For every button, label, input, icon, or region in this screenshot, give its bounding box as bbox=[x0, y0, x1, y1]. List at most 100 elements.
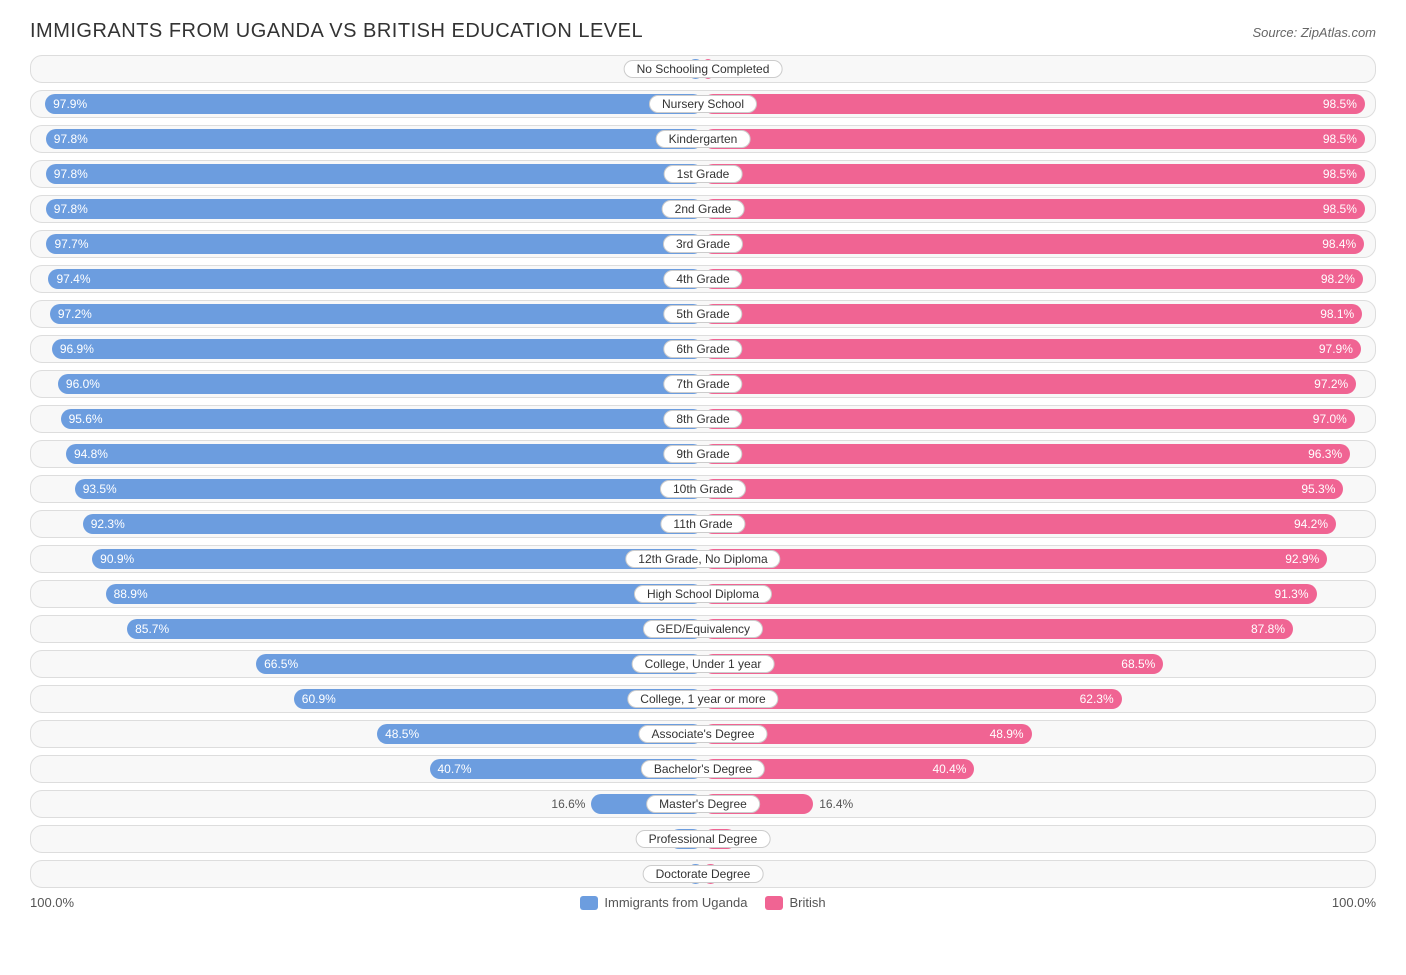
category-label: College, Under 1 year bbox=[632, 655, 775, 673]
category-label: College, 1 year or more bbox=[627, 690, 778, 708]
bar-row: 97.8% 98.5% 1st Grade bbox=[30, 160, 1376, 188]
bar-row: 97.8% 98.5%2nd Grade bbox=[30, 195, 1376, 223]
bar-left: 94.8% bbox=[66, 444, 703, 464]
bar-right-value: 95.3% bbox=[1293, 482, 1343, 496]
bar-right-value: 98.5% bbox=[1315, 167, 1365, 181]
bar-right: 95.3% bbox=[703, 479, 1343, 499]
bar-right: 98.5% bbox=[703, 164, 1365, 184]
bar-right: 98.2% bbox=[703, 269, 1363, 289]
category-label: Kindergarten bbox=[656, 130, 751, 148]
bar-right: 97.0% bbox=[703, 409, 1355, 429]
bar-row: 48.5%48.9%Associate's Degree bbox=[30, 720, 1376, 748]
bar-right-value: 98.5% bbox=[1315, 97, 1365, 111]
bar-row: 40.7%40.4%Bachelor's Degree bbox=[30, 755, 1376, 783]
chart-footer: 100.0% Immigrants from Uganda British 10… bbox=[30, 895, 1376, 910]
bar-left: 97.7% bbox=[46, 234, 703, 254]
bar-right-value: 48.9% bbox=[982, 727, 1032, 741]
chart-header: IMMIGRANTS FROM UGANDA VS BRITISH EDUCAT… bbox=[30, 20, 1376, 43]
bar-left: 92.3% bbox=[83, 514, 703, 534]
bar-right: 98.1% bbox=[703, 304, 1362, 324]
legend-label-left: Immigrants from Uganda bbox=[604, 895, 747, 910]
bar-right: 98.4% bbox=[703, 234, 1364, 254]
bar-right: 94.2% bbox=[703, 514, 1336, 534]
bar-left: 96.9% bbox=[52, 339, 703, 359]
bar-left-value: 60.9% bbox=[294, 692, 344, 706]
bar-row: 16.6%16.4%Master's Degree bbox=[30, 790, 1376, 818]
bar-left: 96.0% bbox=[58, 374, 703, 394]
bar-right: 98.5% bbox=[703, 199, 1365, 219]
bar-right-value: 92.9% bbox=[1277, 552, 1327, 566]
bar-row: 92.3% 94.2% 11th Grade bbox=[30, 510, 1376, 538]
bar-right-value: 40.4% bbox=[924, 762, 974, 776]
bar-row: 97.8% 98.5% Kindergarten bbox=[30, 125, 1376, 153]
category-label: 2nd Grade bbox=[662, 200, 745, 218]
axis-left-max: 100.0% bbox=[30, 895, 74, 910]
category-label: 5th Grade bbox=[663, 305, 742, 323]
bar-row: 97.2% 98.1% 5th Grade bbox=[30, 300, 1376, 328]
category-label: Bachelor's Degree bbox=[641, 760, 765, 778]
bar-right: 96.3% bbox=[703, 444, 1350, 464]
bar-row: 96.9% 97.9% 6th Grade bbox=[30, 335, 1376, 363]
bar-left: 85.7% bbox=[127, 619, 703, 639]
bar-left-value: 88.9% bbox=[106, 587, 156, 601]
bar-right-value: 97.9% bbox=[1311, 342, 1361, 356]
bar-right-value: 97.2% bbox=[1306, 377, 1356, 391]
bar-row: 60.9% 62.3% College, 1 year or more bbox=[30, 685, 1376, 713]
category-label: No Schooling Completed bbox=[624, 60, 783, 78]
bar-right-value: 96.3% bbox=[1300, 447, 1350, 461]
bar-left-value: 96.0% bbox=[58, 377, 108, 391]
category-label: 7th Grade bbox=[663, 375, 742, 393]
bar-left-value: 66.5% bbox=[256, 657, 306, 671]
bar-row: 97.7%98.4%3rd Grade bbox=[30, 230, 1376, 258]
bar-right: 92.9% bbox=[703, 549, 1327, 569]
category-label: 9th Grade bbox=[663, 445, 742, 463]
bar-right-value: 98.1% bbox=[1312, 307, 1362, 321]
category-label: Associate's Degree bbox=[638, 725, 767, 743]
bar-right-value: 62.3% bbox=[1072, 692, 1122, 706]
bar-right: 91.3% bbox=[703, 584, 1317, 604]
bar-right-value: 97.0% bbox=[1305, 412, 1355, 426]
bar-right-value: 98.5% bbox=[1315, 132, 1365, 146]
bar-row: 2.3%1.5%No Schooling Completed bbox=[30, 55, 1376, 83]
bar-left-value: 97.8% bbox=[46, 202, 96, 216]
legend-swatch-left bbox=[580, 896, 598, 910]
category-label: 11th Grade bbox=[660, 515, 745, 533]
bar-left: 97.8% bbox=[46, 199, 703, 219]
category-label: 6th Grade bbox=[663, 340, 742, 358]
category-label: 1st Grade bbox=[664, 165, 743, 183]
category-label: High School Diploma bbox=[634, 585, 772, 603]
bar-right: 97.2% bbox=[703, 374, 1356, 394]
bar-left-value: 93.5% bbox=[75, 482, 125, 496]
diverging-bar-chart: 2.3%1.5%No Schooling Completed97.9%98.5%… bbox=[30, 55, 1376, 888]
bar-left-value: 97.7% bbox=[46, 237, 96, 251]
bar-left-value: 90.9% bbox=[92, 552, 142, 566]
bar-right-value: 98.2% bbox=[1313, 272, 1363, 286]
bar-left-value: 97.8% bbox=[46, 132, 96, 146]
bar-left: 97.8% bbox=[46, 129, 703, 149]
bar-right: 98.5% bbox=[703, 129, 1365, 149]
bar-left-value: 97.8% bbox=[46, 167, 96, 181]
bar-left-value: 94.8% bbox=[66, 447, 116, 461]
bar-right-value: 98.4% bbox=[1314, 237, 1364, 251]
category-label: 12th Grade, No Diploma bbox=[625, 550, 780, 568]
bar-left: 90.9% bbox=[92, 549, 703, 569]
bar-row: 96.0% 97.2% 7th Grade bbox=[30, 370, 1376, 398]
bar-row: 93.5%95.3%10th Grade bbox=[30, 475, 1376, 503]
bar-row: 97.9%98.5%Nursery School bbox=[30, 90, 1376, 118]
bar-right-value: 94.2% bbox=[1286, 517, 1336, 531]
bar-left: 95.6% bbox=[61, 409, 703, 429]
bar-left-value: 85.7% bbox=[127, 622, 177, 636]
bar-left-value: 97.2% bbox=[50, 307, 100, 321]
bar-left: 93.5% bbox=[75, 479, 703, 499]
bar-left-value: 92.3% bbox=[83, 517, 133, 531]
category-label: 4th Grade bbox=[663, 270, 742, 288]
category-label: Master's Degree bbox=[646, 795, 760, 813]
legend-item-right: British bbox=[765, 895, 825, 910]
category-label: GED/Equivalency bbox=[643, 620, 763, 638]
chart-title: IMMIGRANTS FROM UGANDA VS BRITISH EDUCAT… bbox=[30, 20, 643, 43]
bar-row: 5.0%5.0%Professional Degree bbox=[30, 825, 1376, 853]
axis-right-max: 100.0% bbox=[1332, 895, 1376, 910]
bar-right: 87.8% bbox=[703, 619, 1293, 639]
bar-row: 95.6%97.0%8th Grade bbox=[30, 405, 1376, 433]
bar-row: 2.2%2.2%Doctorate Degree bbox=[30, 860, 1376, 888]
